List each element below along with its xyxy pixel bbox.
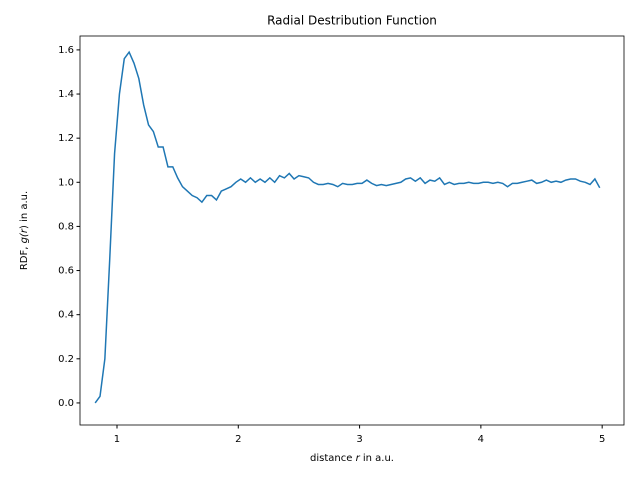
x-axis-label-part: r: [356, 453, 361, 464]
y-tick-label: 0.2: [58, 354, 74, 365]
x-tick-label: 3: [356, 434, 362, 445]
y-tick-label: 1.4: [58, 89, 74, 100]
y-tick-label: 1.2: [58, 133, 74, 144]
chart-title: Radial Destribution Function: [267, 14, 437, 28]
data-line: [94, 50, 601, 404]
y-tick-label: 0.4: [58, 310, 74, 321]
y-tick-label: 0.0: [58, 398, 74, 409]
y-tick-label: 0.6: [58, 266, 74, 277]
x-axis-label: distance r in a.u.: [310, 453, 394, 464]
x-tick-label: 4: [478, 434, 484, 445]
y-axis-label-part: ) in a.u.: [19, 191, 30, 229]
y-axis-label: RDF, g(r) in a.u.: [19, 191, 30, 270]
y-axis-label-part: RDF,: [19, 243, 30, 270]
x-tick-label: 2: [235, 434, 241, 445]
y-axis-label-part: r: [19, 228, 30, 233]
y-tick-label: 1.0: [58, 177, 74, 188]
x-axis-label-part: distance: [310, 453, 356, 464]
x-tick-label: 1: [114, 434, 120, 445]
y-axis-label-part: (: [19, 232, 30, 237]
plot-frame: [79, 35, 625, 426]
y-axis-label-part: g: [19, 237, 30, 243]
y-tick-label: 0.8: [58, 221, 74, 232]
y-tick-label: 1.6: [58, 45, 74, 56]
x-axis-label-part: in a.u.: [360, 453, 394, 464]
x-tick-label: 5: [599, 434, 605, 445]
